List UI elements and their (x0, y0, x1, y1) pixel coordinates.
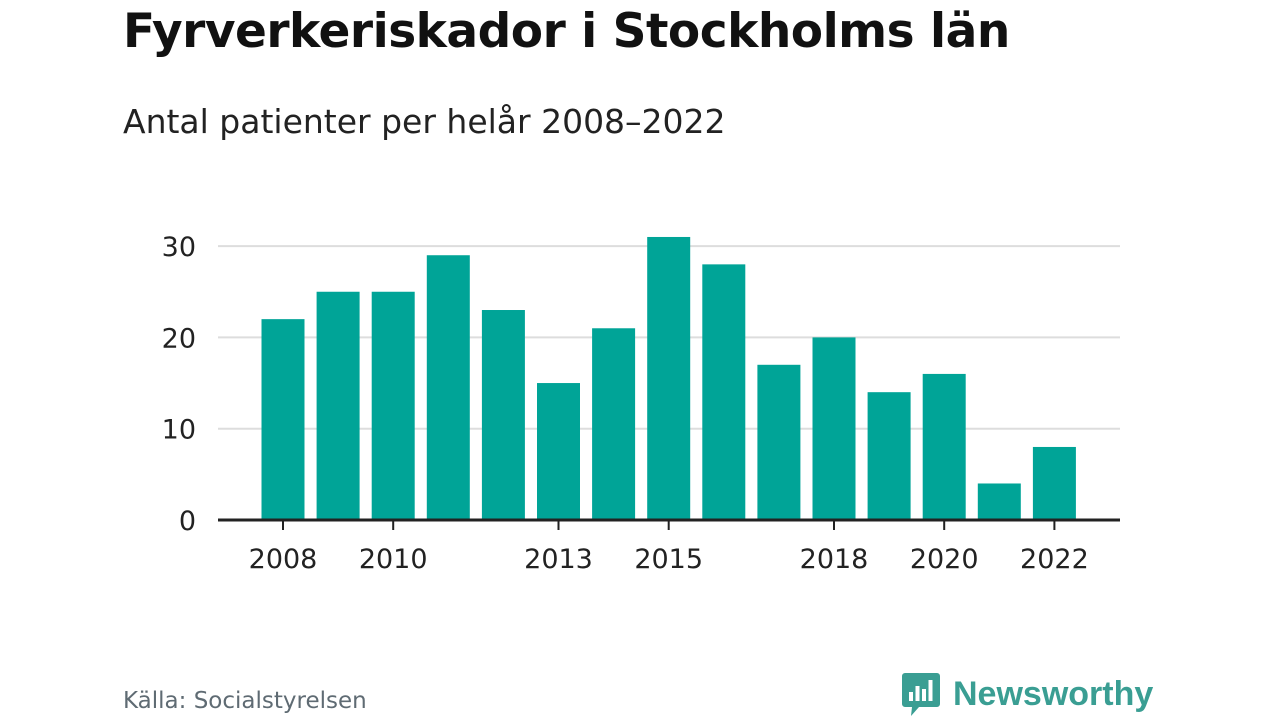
bar-2016 (702, 264, 746, 520)
brand-name: Newsworthy (953, 674, 1154, 713)
axes: 0 10 20 30 2008 2010 2013 2015 2018 2020 2022 (162, 232, 1120, 575)
bar-2021 (977, 483, 1021, 520)
bar-2015 (647, 236, 691, 520)
chart-subtitle: Antal patienter per helår 2008–2022 (123, 102, 726, 141)
chart-title: Fyrverkeriskador i Stockholms län (123, 4, 1010, 59)
y-tick-label: 0 (179, 506, 196, 537)
bar-2018 (812, 337, 856, 520)
bar-2010 (371, 291, 415, 520)
x-tick-label: 2020 (910, 544, 979, 575)
y-tick-label: 20 (162, 323, 196, 354)
x-tick-label: 2013 (524, 544, 593, 575)
bar-2019 (867, 392, 911, 520)
bars (261, 236, 1076, 521)
bar-chart-speech-bubble-icon (902, 673, 940, 716)
x-tick-label: 2008 (249, 544, 318, 575)
bar-2017 (757, 364, 801, 520)
y-tick-label: 30 (162, 232, 196, 263)
bar-2012 (481, 310, 525, 520)
bar-2014 (592, 328, 636, 520)
bar-2011 (426, 255, 470, 521)
bar-2022 (1032, 446, 1076, 520)
y-tick-label: 10 (162, 415, 196, 446)
x-tick-label: 2015 (634, 544, 703, 575)
brand-logo: Newsworthy (901, 671, 1153, 717)
x-tick-label: 2022 (1020, 544, 1089, 575)
bar-2009 (316, 291, 360, 520)
source-note: Källa: Socialstyrelsen (123, 688, 367, 714)
x-tick-label: 2010 (359, 544, 428, 575)
bar-2008 (261, 319, 305, 520)
bar-2013 (537, 383, 580, 520)
bar-2020 (922, 373, 966, 520)
x-tick-label: 2018 (800, 544, 869, 575)
